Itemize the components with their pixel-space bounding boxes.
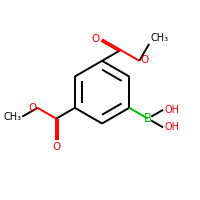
Text: CH₃: CH₃: [150, 33, 168, 43]
Text: OH: OH: [164, 122, 179, 132]
Text: O: O: [92, 34, 100, 44]
Text: O: O: [28, 103, 37, 113]
Text: O: O: [52, 142, 60, 152]
Text: O: O: [140, 55, 149, 65]
Text: OH: OH: [164, 105, 179, 115]
Text: B: B: [144, 112, 152, 125]
Text: CH₃: CH₃: [3, 112, 21, 122]
